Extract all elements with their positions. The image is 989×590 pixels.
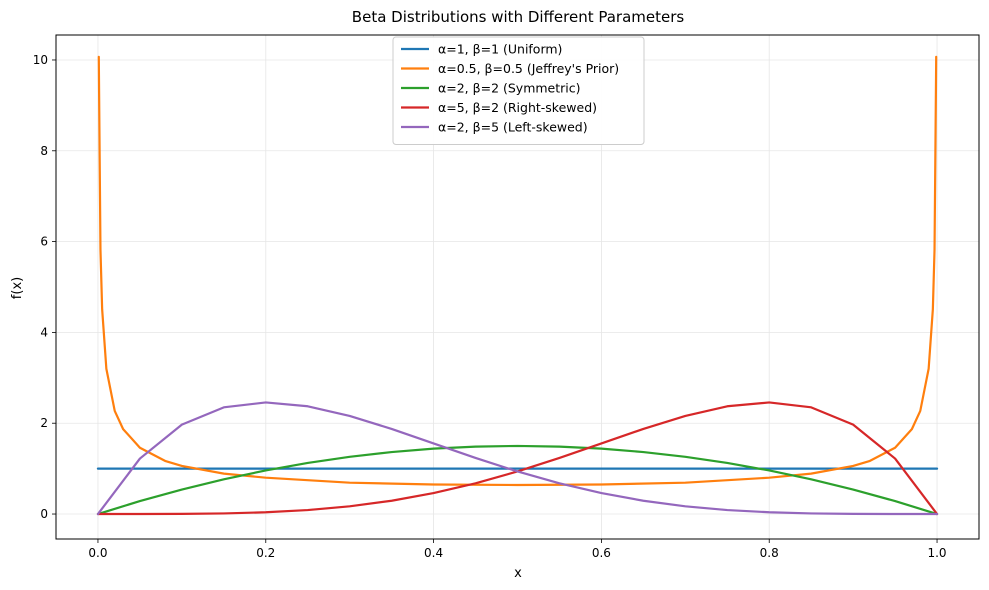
plot-frame bbox=[55, 34, 980, 540]
legend: α=1, β=1 (Uniform) α=0.5, β=0.5 (Jeffrey'… bbox=[392, 36, 645, 145]
legend-entry: α=2, β=5 (Left-skewed) bbox=[438, 120, 588, 135]
series-line-3 bbox=[96, 444, 939, 516]
x-axis: 0.0 0.2 0.4 0.6 0.8 1.0 bbox=[88, 539, 947, 560]
legend-entry: α=2, β=2 (Symmetric) bbox=[438, 81, 581, 96]
y-tick-label: 10 bbox=[33, 53, 48, 67]
legend-entry: α=0.5, β=0.5 (Jeffrey's Prior) bbox=[438, 61, 619, 76]
y-tick-label: 6 bbox=[40, 235, 48, 249]
legend-entry: α=5, β=2 (Right-skewed) bbox=[438, 100, 597, 115]
series-line-2 bbox=[97, 55, 938, 487]
x-axis-label: x bbox=[514, 566, 522, 581]
y-tick-label: 0 bbox=[40, 507, 48, 521]
x-tick-label: 0.4 bbox=[424, 546, 443, 560]
legend-box bbox=[392, 36, 645, 145]
x-tick-label: 1.0 bbox=[927, 546, 946, 560]
y-axis: 0 2 4 6 8 10 bbox=[33, 53, 56, 521]
y-axis-label: f(x) bbox=[10, 277, 25, 299]
y-tick-label: 2 bbox=[40, 416, 48, 430]
x-tick-label: 0.2 bbox=[256, 546, 275, 560]
plot-lines bbox=[96, 55, 939, 516]
x-tick-label: 0.6 bbox=[592, 546, 611, 560]
x-tick-label: 0.8 bbox=[760, 546, 779, 560]
y-tick-label: 8 bbox=[40, 144, 48, 158]
y-tick-label: 4 bbox=[40, 325, 48, 339]
chart-title: Beta Distributions with Different Parame… bbox=[352, 8, 685, 26]
legend-entry: α=1, β=1 (Uniform) bbox=[438, 42, 562, 57]
x-tick-label: 0.0 bbox=[88, 546, 107, 560]
series-line-5 bbox=[96, 401, 939, 516]
